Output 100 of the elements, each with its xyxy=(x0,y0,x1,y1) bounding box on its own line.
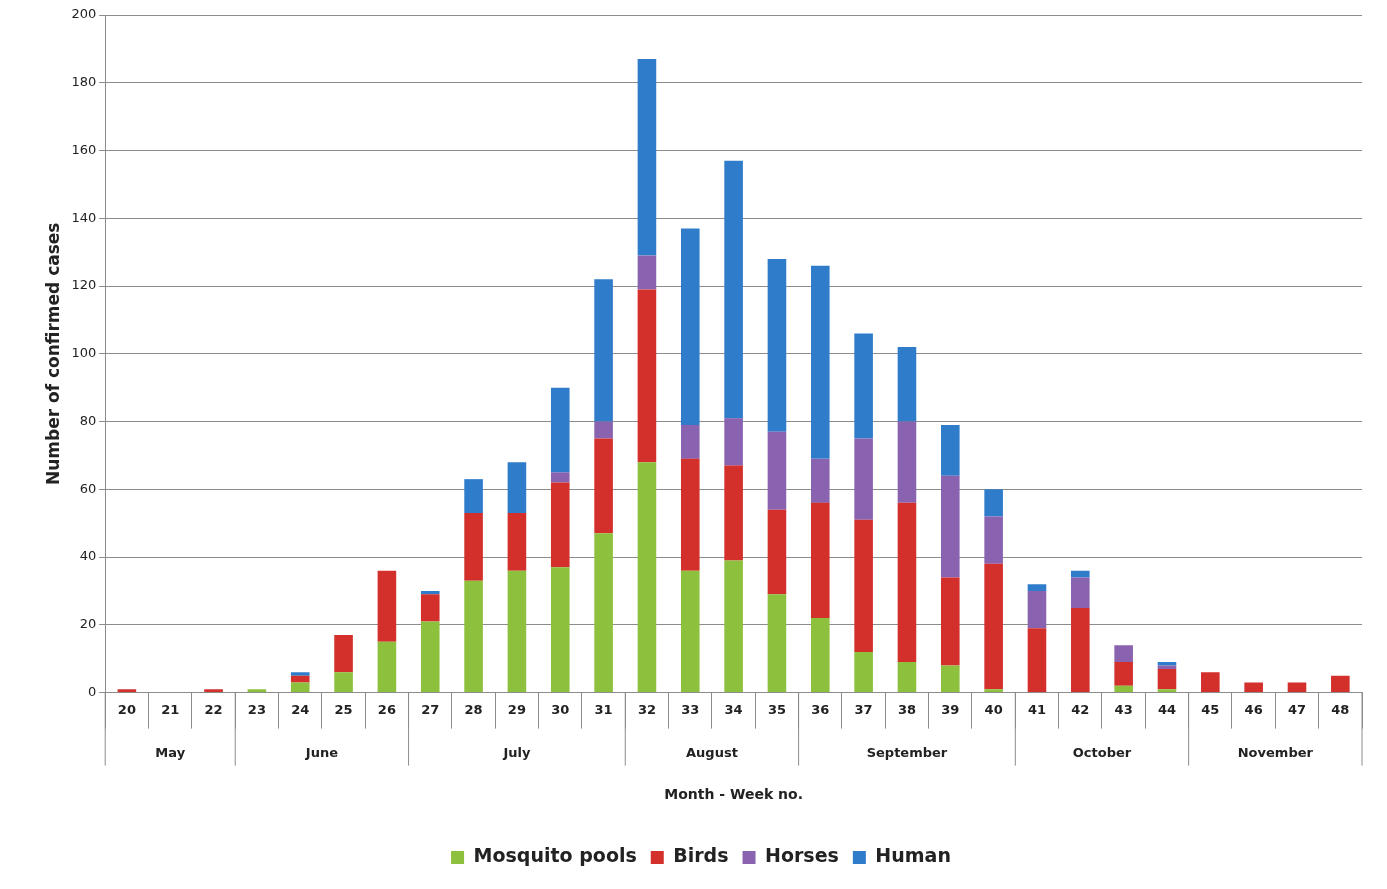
bar xyxy=(1331,675,1350,693)
bar xyxy=(984,516,1003,564)
bar xyxy=(464,513,483,581)
bar xyxy=(334,672,353,693)
bar xyxy=(984,563,1003,690)
x-tick-label: 25 xyxy=(334,701,353,717)
y-tick-label: 40 xyxy=(79,548,97,564)
bar xyxy=(810,458,830,503)
bar xyxy=(1157,668,1177,690)
bar xyxy=(1027,628,1047,693)
x-tick-label: 45 xyxy=(1201,701,1220,717)
y-tick-label: 180 xyxy=(71,74,97,90)
bar xyxy=(767,431,787,510)
bar xyxy=(680,458,700,571)
bar xyxy=(854,333,873,439)
x-tick-label: 41 xyxy=(1027,701,1047,717)
bar xyxy=(1071,570,1090,578)
bar xyxy=(941,475,960,578)
bar xyxy=(204,689,223,693)
legend-label: Mosquito pools xyxy=(473,844,637,867)
x-tick-label: 48 xyxy=(1331,701,1350,717)
x-tick-label: 39 xyxy=(941,701,960,717)
text: June xyxy=(304,744,339,760)
bar xyxy=(1114,662,1133,686)
bar xyxy=(767,258,787,432)
bar xyxy=(724,465,743,561)
bar xyxy=(1071,577,1090,608)
x-tick-label: 33 xyxy=(681,701,700,717)
x-tick-label: 40 xyxy=(984,701,1003,717)
bar xyxy=(854,438,873,520)
bar xyxy=(1244,682,1263,693)
x-tick-label: 26 xyxy=(377,701,396,717)
y-tick-label: 140 xyxy=(71,209,97,225)
bar xyxy=(1071,607,1090,693)
bar xyxy=(637,462,657,693)
bar xyxy=(117,689,137,693)
bar xyxy=(984,689,1003,693)
bar xyxy=(594,533,613,693)
bar xyxy=(724,560,743,693)
text: November xyxy=(1237,744,1314,760)
bar xyxy=(637,255,657,290)
y-tick-label: 160 xyxy=(71,141,97,157)
bar xyxy=(377,570,397,642)
bar xyxy=(507,513,527,571)
x-tick-label: 24 xyxy=(291,701,310,717)
bar xyxy=(594,438,613,534)
bar xyxy=(1114,685,1133,693)
bar xyxy=(594,421,613,439)
x-tick-label: 28 xyxy=(464,701,483,717)
text: May xyxy=(155,744,186,760)
x-tick-label: 38 xyxy=(897,701,916,717)
bar xyxy=(1114,645,1133,663)
x-axis-title: Month - Week no. xyxy=(664,786,803,803)
bar xyxy=(290,682,310,693)
x-tick-label: 23 xyxy=(247,701,266,717)
bar xyxy=(810,265,830,459)
legend-label: Human xyxy=(875,844,951,867)
bar xyxy=(941,665,960,693)
bar xyxy=(724,160,743,419)
x-tick-label: 27 xyxy=(421,701,440,717)
bar xyxy=(550,387,570,473)
x-tick-label: 22 xyxy=(204,701,223,717)
text: July xyxy=(502,744,531,760)
y-tick-label: 120 xyxy=(71,277,97,293)
bar xyxy=(1157,689,1177,693)
y-tick-label: 20 xyxy=(79,616,97,632)
legend-label: Horses xyxy=(765,844,839,867)
x-tick-label: 30 xyxy=(551,701,570,717)
bar xyxy=(377,641,397,693)
y-tick-label: 60 xyxy=(79,480,97,496)
bar xyxy=(507,570,527,693)
bar xyxy=(420,621,440,693)
x-tick-label: 32 xyxy=(637,701,656,717)
y-tick-label: 100 xyxy=(71,345,97,361)
bar xyxy=(897,502,917,663)
x-tick-label: 31 xyxy=(594,701,613,717)
bar xyxy=(637,59,657,256)
bar xyxy=(507,462,527,514)
y-tick-label: 200 xyxy=(71,6,97,22)
x-tick-label: 44 xyxy=(1157,701,1177,717)
bar xyxy=(810,502,830,619)
bar xyxy=(941,577,960,666)
bar xyxy=(594,279,613,422)
bar xyxy=(1201,672,1220,693)
y-axis-title: Number of confirmed cases xyxy=(42,222,63,486)
text: September xyxy=(866,744,948,760)
x-tick-label: 47 xyxy=(1287,701,1307,717)
bar xyxy=(767,509,787,595)
x-tick-label: 43 xyxy=(1114,701,1133,717)
x-tick-label: 42 xyxy=(1071,701,1090,717)
bar xyxy=(680,424,700,459)
bar xyxy=(810,618,830,693)
text: October xyxy=(1072,744,1132,760)
bar xyxy=(247,689,267,693)
bar xyxy=(550,482,570,568)
x-tick-label: 21 xyxy=(161,701,180,717)
bar xyxy=(290,675,310,683)
bar xyxy=(420,594,440,622)
bar xyxy=(464,580,483,693)
bar xyxy=(680,570,700,693)
